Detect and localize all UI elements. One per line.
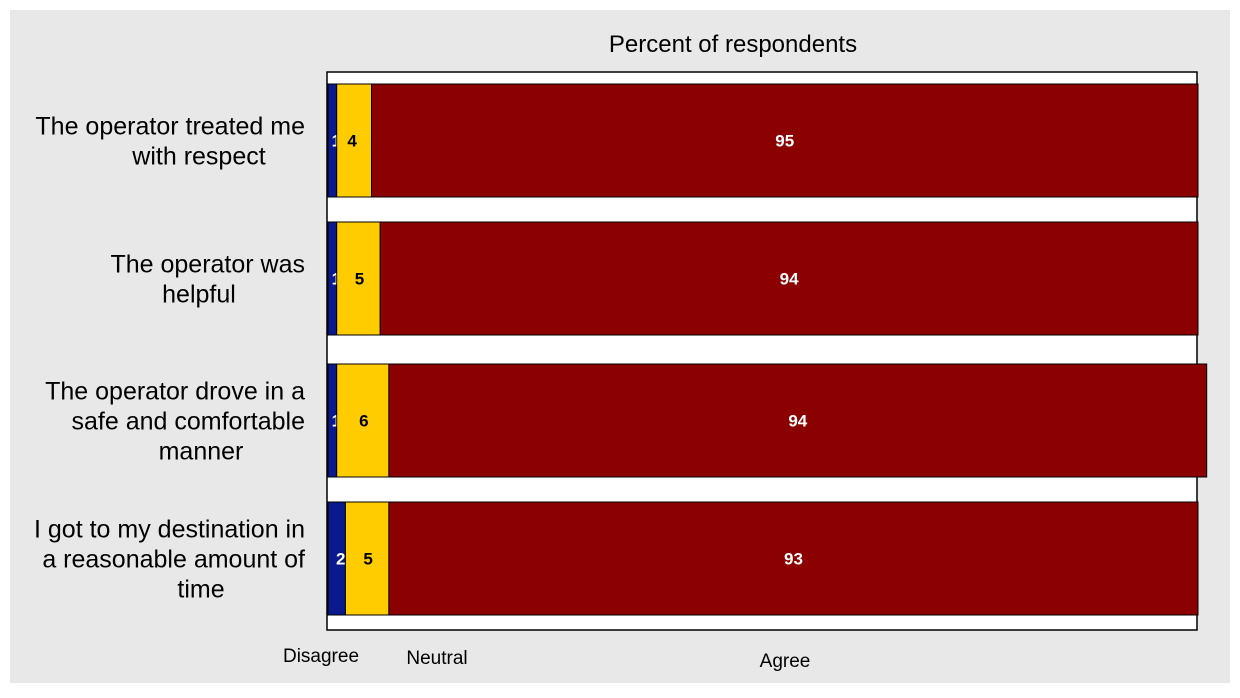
data-label-agree-4: 93 xyxy=(784,550,803,569)
category-labels: The operator treated me with respect The o… xyxy=(34,113,305,604)
bar-segment-agree-3 xyxy=(388,363,1208,478)
data-label-agree-1: 95 xyxy=(775,132,794,151)
data-label-neutral-4: 5 xyxy=(363,550,372,569)
bar-segment-agree-4 xyxy=(388,501,1199,616)
legend-label-disagree: Disagree xyxy=(283,646,359,667)
bar-segment-neutral-3 xyxy=(336,363,390,478)
bar-segment-neutral-1 xyxy=(336,83,373,198)
chart-title: Percent of respondents xyxy=(609,31,857,58)
bar-segment-neutral-4 xyxy=(344,501,390,616)
category-label-3: The operator drove in a safe and comforta… xyxy=(45,378,305,466)
data-label-neutral-1: 4 xyxy=(347,132,357,151)
bar-segment-agree-2 xyxy=(379,221,1199,336)
data-label-neutral-2: 5 xyxy=(355,270,364,289)
bar-segment-neutral-2 xyxy=(336,221,381,336)
category-label-1: The operator treated me with respect xyxy=(35,113,305,171)
category-label-2: The operator was helpful xyxy=(110,251,305,309)
category-label-4: I got to my destination in a reasonable a… xyxy=(34,516,305,604)
legend-label-agree: Agree xyxy=(760,651,811,672)
data-label-disagree-4: 2 xyxy=(336,550,345,569)
bar-segment-agree-1 xyxy=(371,83,1199,198)
data-label-agree-2: 94 xyxy=(780,270,799,289)
legend: Disagree Neutral Agree xyxy=(283,646,810,672)
data-label-neutral-3: 6 xyxy=(359,412,368,431)
bars-layer: 1495159416942593 xyxy=(327,83,1208,616)
legend-label-neutral: Neutral xyxy=(406,648,467,669)
data-label-agree-3: 94 xyxy=(788,412,807,431)
